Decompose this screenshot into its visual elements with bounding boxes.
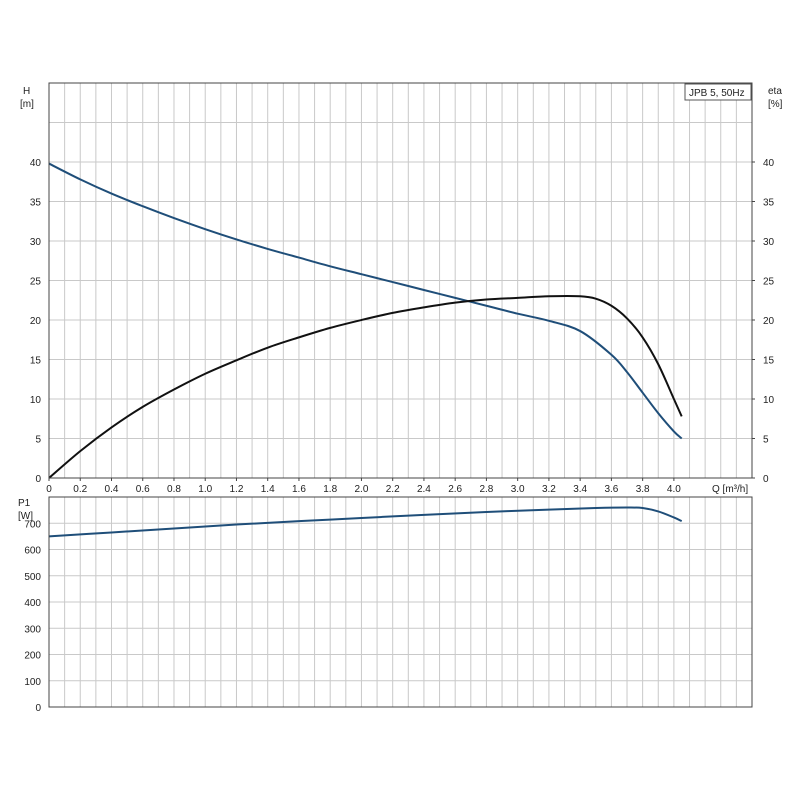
p1-tick-label: 600 [24,546,41,557]
y-left-tick-label: 20 [30,316,42,327]
x-tick-label: 3.6 [604,484,618,495]
p1-tick-label: 500 [24,572,41,583]
series-layer [48,162,683,538]
p1-tick-label: 700 [24,519,41,530]
p1-tick-label: 100 [24,677,41,688]
x-tick-label: 0.8 [167,484,181,495]
y-right-tick-label: 25 [763,277,775,288]
x-tick-label: 2.8 [479,484,493,495]
top-right-axis-label-line2: [%] [768,99,783,110]
x-tick-label: 2.0 [354,484,368,495]
y-right-tick-label: 15 [763,356,775,367]
y-left-tick-label: 0 [35,474,41,485]
x-axis-label: Q [m³/h] [712,484,748,495]
x-tick-label: 1.4 [261,484,275,495]
axis-labels: H [m] eta [%] Q [m³/h] P1 [W] [18,86,783,522]
y-left-tick-label: 30 [30,237,42,248]
x-tick-label: 0.4 [105,484,119,495]
x-tick-label: 1.0 [198,484,212,495]
bottom-panel-grid [49,497,752,707]
y-right-tick-label: 20 [763,316,775,327]
p1-tick-label: 200 [24,651,41,662]
x-tick-label: 1.6 [292,484,306,495]
x-tick-label: 3.8 [636,484,650,495]
x-tick-label: 2.6 [448,484,462,495]
bottom-left-axis-label-line1: P1 [18,498,31,509]
y-right-tick-label: 30 [763,237,775,248]
tick-labels: 0 0.2 0.4 0.6 0.8 1.0 1.2 1.4 1.6 1.8 2.0 2.2 2.4 2.6… [24,158,774,714]
y-right-tick-label: 40 [763,158,775,169]
top-left-axis-label-line1: H [23,86,30,97]
y-left-tick-label: 15 [30,356,42,367]
y-right-tick-label: 0 [763,474,769,485]
x-tick-label: 3.4 [573,484,587,495]
x-tick-label: 0.2 [73,484,87,495]
y-left-tick-label: 10 [30,395,42,406]
bottom-plot-frame [48,496,753,708]
efficiency-curve [48,295,683,479]
y-left-tick-label: 25 [30,277,42,288]
x-tick-label: 0.6 [136,484,150,495]
x-tick-label: 3.2 [542,484,556,495]
y-left-tick-label: 40 [30,158,42,169]
top-right-axis-label-line1: eta [768,86,782,97]
p1-tick-label: 400 [24,598,41,609]
legend-text: JPB 5, 50Hz [689,88,745,99]
x-tick-label: 2.4 [417,484,431,495]
x-tick-label: 1.8 [323,484,337,495]
y-right-tick-label: 35 [763,198,775,209]
x-tick-label: 0 [46,484,52,495]
x-tick-label: 4.0 [667,484,681,495]
x-tick-label: 3.0 [511,484,525,495]
top-panel-grid [49,83,752,478]
y-left-tick-label: 35 [30,198,42,209]
top-left-axis-label-line2: [m] [20,99,34,110]
legend: JPB 5, 50Hz [684,83,752,101]
x-tick-label: 1.2 [230,484,244,495]
p1-tick-label: 300 [24,624,41,635]
p1-tick-label: 0 [35,703,41,714]
y-right-tick-label: 5 [763,435,769,446]
x-tick-label: 2.2 [386,484,400,495]
y-right-tick-label: 10 [763,395,775,406]
head-curve [48,162,683,440]
bottom-left-axis-label-line2: [W] [18,511,33,522]
power-curve [48,506,683,538]
y-left-tick-label: 5 [35,435,41,446]
legend-box [684,83,752,101]
